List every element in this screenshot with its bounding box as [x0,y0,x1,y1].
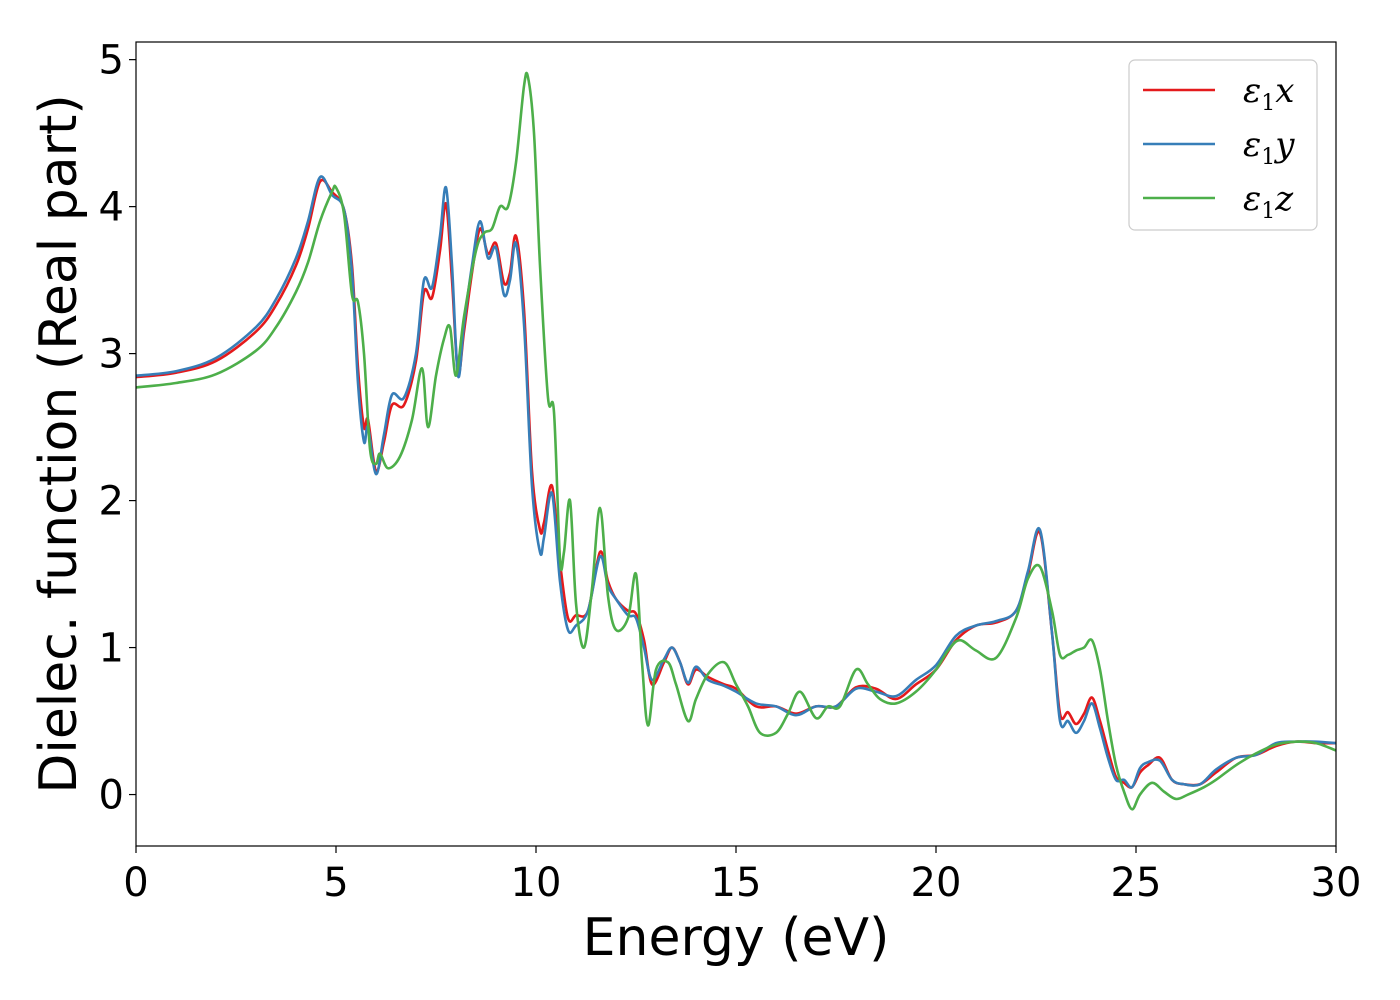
series-line-z [136,71,1336,811]
legend-label-x: ε1x [1243,71,1294,116]
x-tick-label: 10 [511,860,562,906]
series-layer [136,71,1336,811]
legend-label-z: ε1z [1243,179,1294,224]
plot-frame [135,41,1337,847]
x-tick-label: 15 [711,860,762,906]
y-tick-label: 1 [99,626,124,672]
y-tick-label: 4 [99,185,124,231]
x-axis-label: Energy (eV) [583,908,890,968]
y-axis-ticks: 0 1 2 3 4 5 [99,38,136,819]
y-tick-label: 2 [99,479,124,525]
y-axis-label: Dielec. function (Real part) [29,94,89,793]
y-tick-label: 3 [99,332,124,378]
x-tick-label: 25 [1111,860,1162,906]
x-tick-label: 20 [911,860,962,906]
x-tick-label: 0 [123,860,148,906]
series-line-y [136,175,1336,789]
y-tick-label: 5 [99,38,124,84]
legend-label-y: ε1y [1243,125,1295,170]
x-tick-label: 30 [1311,860,1362,906]
x-tick-label: 5 [323,860,348,906]
legend-box [1128,59,1318,231]
legend: ε1x ε1y ε1z [1128,59,1318,231]
y-tick-label: 0 [99,773,124,819]
x-axis-ticks: 0 5 10 15 20 25 30 [123,846,1361,906]
